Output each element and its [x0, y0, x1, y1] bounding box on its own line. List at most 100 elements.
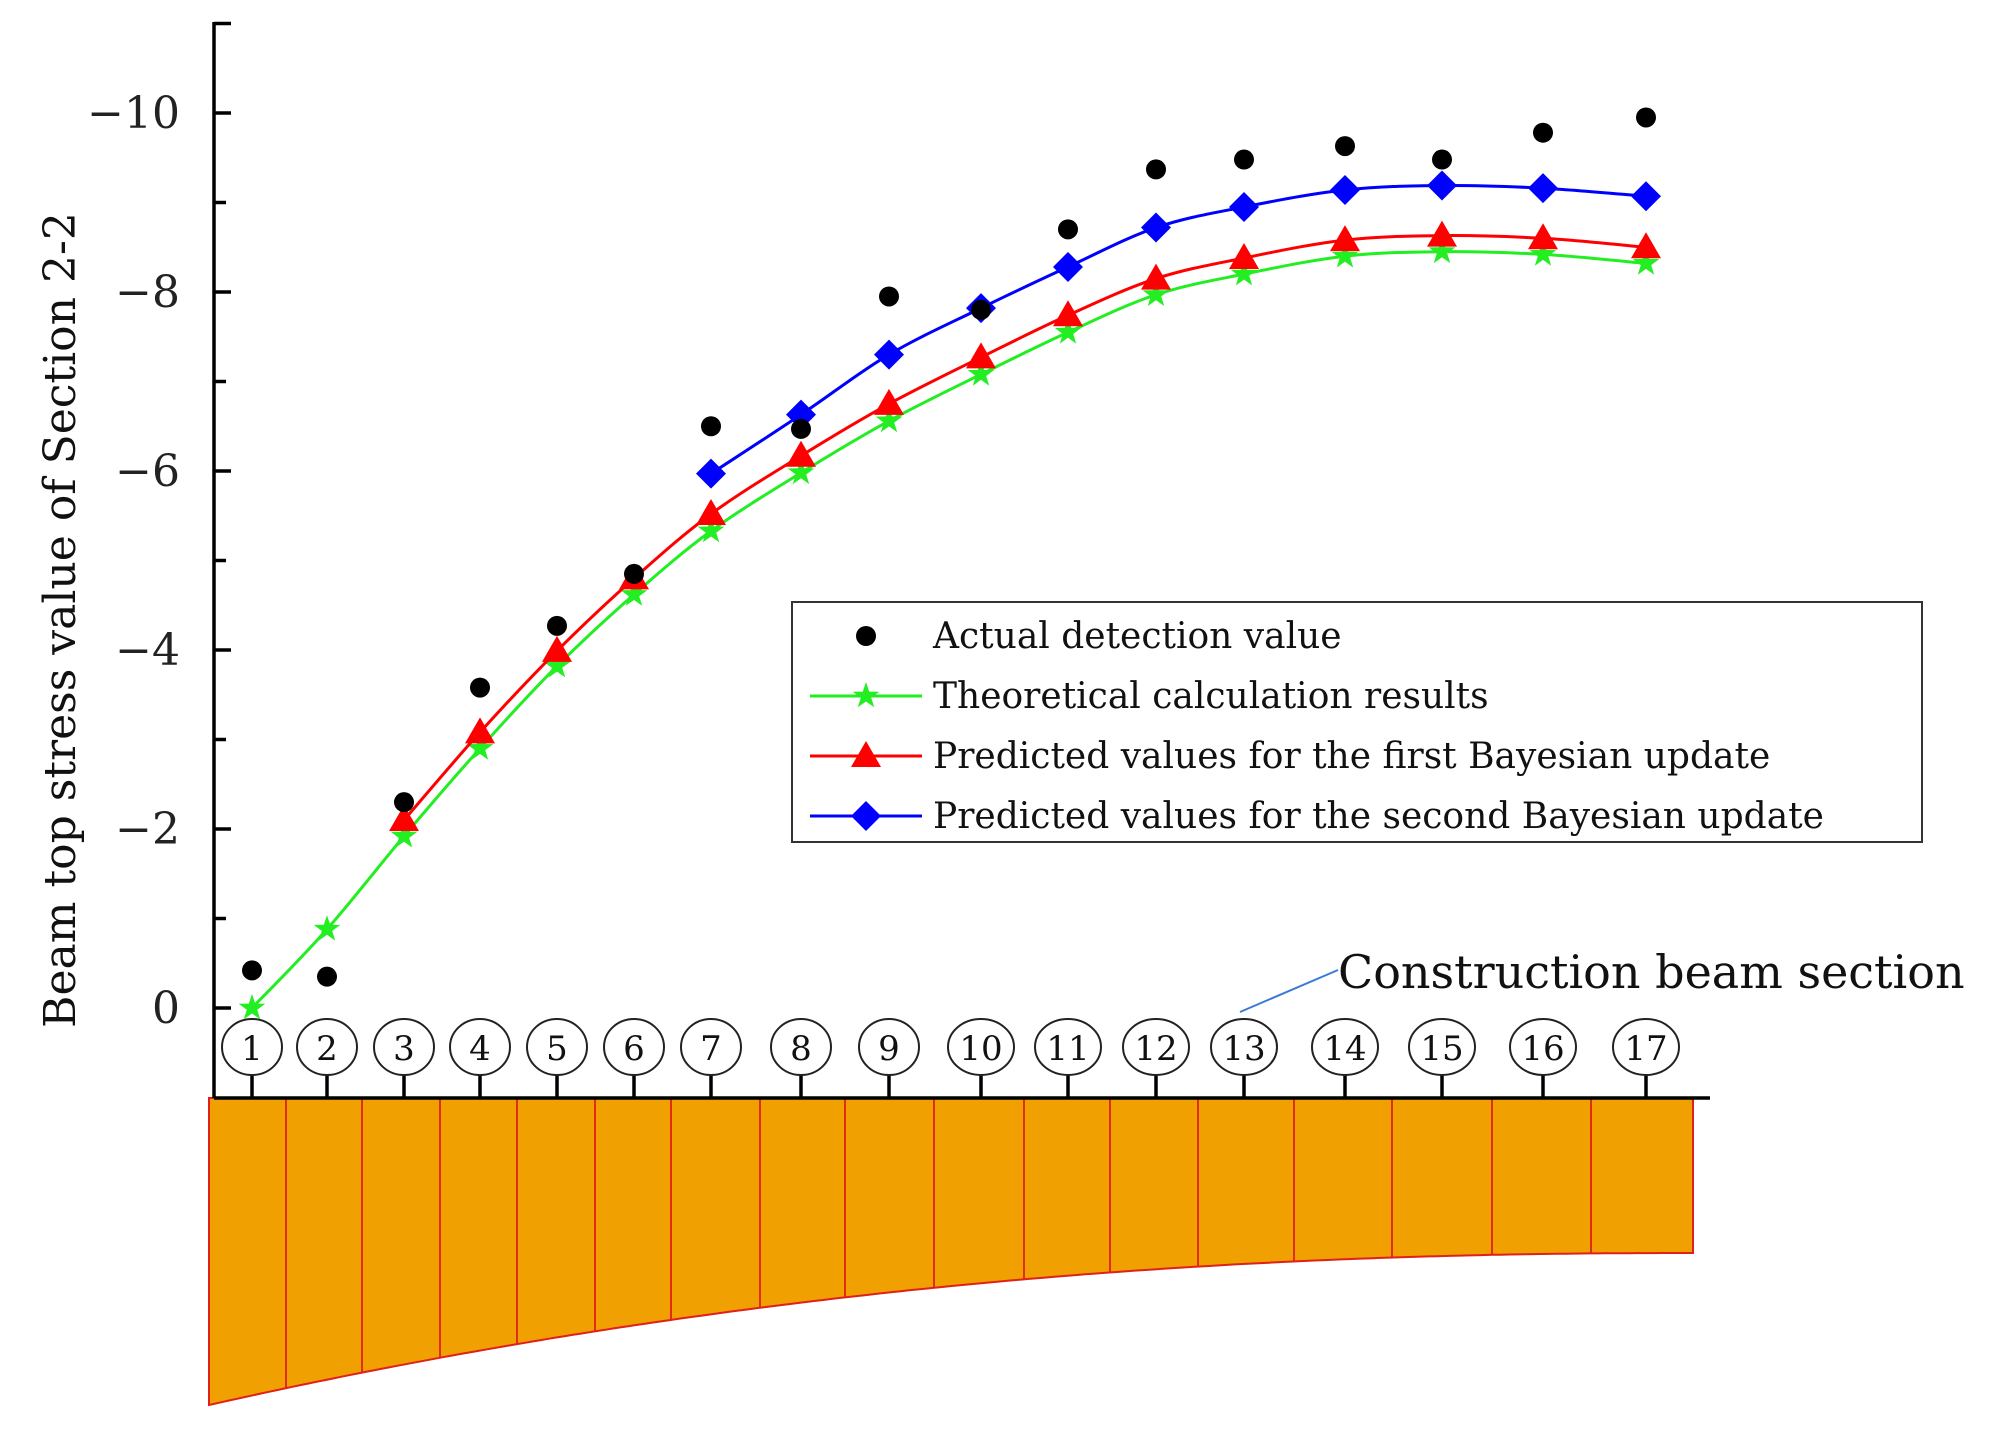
y-tick-label: −4: [115, 625, 180, 676]
data-point-star: [787, 458, 815, 485]
data-point-star: [313, 915, 341, 941]
data-point-triangle: [1330, 225, 1360, 252]
series-star: [238, 237, 1660, 1020]
data-point-circle: [317, 966, 337, 987]
section-label: 11: [1046, 1029, 1089, 1069]
annotation-group: Construction beam section: [1239, 945, 1965, 1013]
data-point-star: [238, 994, 266, 1020]
data-point-triangle: [542, 635, 572, 662]
data-point-diamond: [1631, 181, 1661, 212]
data-point-star: [967, 360, 995, 386]
legend-label-diamond: Predicted values for the second Bayesian…: [933, 796, 1824, 837]
section-label: 5: [546, 1029, 568, 1069]
legend-marker-diamond: [851, 801, 881, 831]
data-point-star: [1331, 242, 1359, 268]
section-circle: [858, 1018, 920, 1076]
section-label: 2: [316, 1029, 338, 1069]
data-point-diamond: [874, 339, 904, 370]
data-point-triangle: [1427, 220, 1457, 247]
beam-body: [208, 1097, 1694, 1407]
data-point-diamond: [1053, 251, 1083, 282]
data-point-circle: [879, 286, 899, 307]
legend: Actual detection value Theoretical calcul…: [791, 601, 1923, 843]
section-circle: [680, 1018, 742, 1076]
data-point-diamond: [1141, 212, 1171, 243]
data-point-triangle: [786, 440, 816, 467]
legend-marker-triangle: [851, 741, 881, 767]
section-circle: [449, 1018, 511, 1076]
data-point-star: [620, 580, 648, 606]
legend-marker-star: [852, 682, 880, 708]
section-circle: [1311, 1018, 1379, 1076]
data-point-circle: [1533, 122, 1553, 143]
y-tick-label: −6: [115, 446, 180, 497]
data-point-star: [1529, 240, 1557, 266]
legend-marker-circle: [856, 626, 876, 646]
section-label: 10: [959, 1029, 1002, 1069]
section-label: 8: [790, 1029, 812, 1069]
section-circle: [1122, 1018, 1190, 1076]
data-point-circle: [1146, 159, 1166, 180]
data-point-star: [1142, 280, 1170, 306]
legend-label-triangle: Predicted values for the first Bayesian …: [933, 736, 1770, 777]
section-circle: [296, 1018, 358, 1076]
section-label: 17: [1624, 1029, 1667, 1069]
data-point-triangle: [1528, 223, 1558, 250]
data-point-circle: [1234, 149, 1254, 170]
data-point-star: [875, 406, 903, 433]
data-point-circle: [791, 418, 811, 439]
section-labels: 1 2 3 4 5 6 7 8 9 10 11 12 13 14 15 16 17: [221, 1018, 1680, 1098]
data-point-circle: [242, 960, 262, 981]
data-point-circle: [1636, 107, 1656, 128]
data-point-diamond: [786, 399, 816, 430]
section-circle: [221, 1018, 283, 1076]
section-circle: [1210, 1018, 1278, 1076]
data-point-circle: [971, 299, 991, 320]
data-point-triangle: [966, 342, 996, 369]
section-circle: [1034, 1018, 1102, 1076]
section-circle: [1612, 1018, 1680, 1076]
section-label: 1: [241, 1029, 263, 1069]
data-point-circle: [1335, 136, 1355, 157]
data-point-circle: [1058, 219, 1078, 240]
y-axis-title: Beam top stress value of Section 2-2: [35, 212, 86, 1028]
data-point-circle: [547, 615, 567, 636]
data-point-star: [390, 822, 418, 848]
y-tick-label: −8: [115, 267, 180, 318]
data-point-star: [1428, 237, 1456, 264]
y-tick-label: −2: [115, 804, 180, 855]
data-point-circle: [394, 792, 414, 813]
section-label: 3: [393, 1029, 415, 1069]
data-point-circle: [470, 677, 490, 698]
axes: [212, 22, 1710, 1100]
data-point-diamond: [696, 458, 726, 489]
section-label: 16: [1521, 1029, 1564, 1069]
legend-label-circle: Actual detection value: [932, 616, 1342, 657]
data-point-triangle: [1141, 263, 1171, 290]
data-point-diamond: [1330, 174, 1360, 205]
data-point-triangle: [1631, 232, 1661, 259]
data-point-star: [543, 652, 571, 678]
series-circle: [242, 107, 1656, 987]
section-label: 4: [469, 1029, 491, 1069]
section-label: 13: [1222, 1029, 1265, 1069]
annotation-text: Construction beam section: [1338, 945, 1965, 999]
legend-box: [791, 601, 1923, 843]
data-point-star: [1230, 260, 1258, 286]
data-point-star: [1054, 318, 1082, 344]
series-group: [238, 107, 1661, 1020]
data-point-triangle: [389, 805, 419, 832]
y-ticks: 0 −2 −4 −6 −8 −10: [87, 21, 231, 1034]
beam-diagram: [208, 1097, 1694, 1407]
data-point-star: [466, 734, 494, 760]
section-circle: [770, 1018, 832, 1076]
data-point-diamond: [1528, 173, 1558, 204]
data-point-diamond: [1427, 170, 1457, 201]
section-circle: [603, 1018, 665, 1076]
series-diamond: [696, 170, 1661, 489]
y-tick-label: −10: [87, 88, 180, 139]
data-point-triangle: [874, 388, 904, 415]
section-label: 12: [1134, 1029, 1177, 1069]
section-circle: [947, 1018, 1015, 1076]
